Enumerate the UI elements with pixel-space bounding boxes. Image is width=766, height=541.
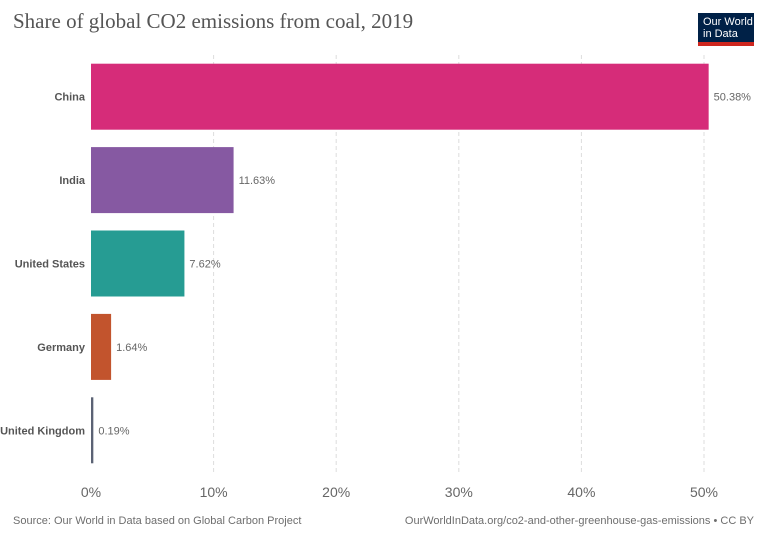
x-tick-label: 20% [322, 484, 350, 500]
bar-united-states [91, 230, 185, 297]
x-tick-label: 50% [690, 484, 718, 500]
bar-united-kingdom [91, 397, 94, 464]
chart-title: Share of global CO2 emissions from coal,… [13, 9, 414, 33]
category-label: India [59, 175, 86, 187]
value-labels: 50.38% 11.63% 7.62% 1.64% 0.19% [98, 92, 751, 438]
x-axis-ticks: 0% 10% 20% 30% 40% 50% [81, 484, 718, 500]
category-label: United Kingdom [0, 425, 85, 437]
category-label: China [54, 92, 85, 104]
x-tick-label: 40% [567, 484, 595, 500]
footer-url[interactable]: OurWorldInData.org/co2-and-other-greenho… [404, 515, 754, 527]
value-label: 11.63% [239, 175, 276, 187]
bars [91, 63, 709, 464]
value-label: 7.62% [189, 259, 220, 271]
source-note: Source: Our World in Data based on Globa… [13, 515, 302, 527]
category-labels: China India United States Germany United Kin… [0, 92, 86, 438]
bar-china [91, 63, 709, 130]
x-tick-label: 0% [81, 484, 101, 500]
category-label: Germany [37, 342, 86, 354]
value-label: 1.64% [116, 342, 147, 354]
bar-germany [91, 313, 112, 380]
value-label: 50.38% [714, 92, 752, 104]
category-label: United States [15, 259, 85, 271]
logo-line-1: Our World [703, 16, 753, 28]
x-tick-label: 30% [445, 484, 473, 500]
value-label: 0.19% [98, 425, 129, 437]
logo-line-2: in Data [703, 28, 738, 40]
owid-logo[interactable]: Our World in Data [698, 13, 754, 46]
x-tick-label: 10% [200, 484, 228, 500]
bar-india [91, 147, 234, 214]
